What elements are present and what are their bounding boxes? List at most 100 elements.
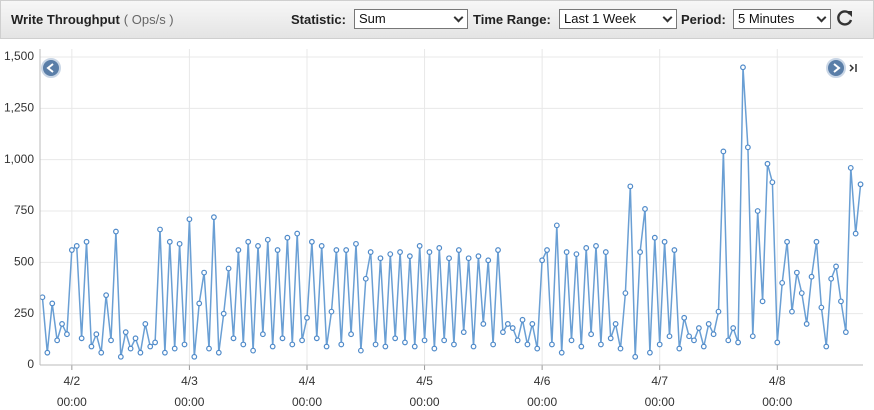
point [191,353,198,360]
point [740,64,746,71]
end-button[interactable] [849,64,857,72]
point [54,337,61,344]
point [83,238,90,245]
point [607,335,614,342]
point [700,343,707,350]
period-select[interactable]: 5 Minutes [733,9,831,29]
point [563,249,570,255]
point [441,337,448,344]
point [377,255,384,262]
statistic-select[interactable]: Sum [354,9,468,29]
point [666,333,673,340]
point [196,300,203,307]
time-range-select[interactable]: Last 1 Week [559,9,677,29]
point [299,337,305,344]
point [343,247,350,253]
point [730,325,737,331]
point [186,216,193,223]
point [269,343,276,350]
point [294,230,301,237]
y-tick-label: 1,500 [4,49,34,63]
refresh-button[interactable] [835,8,855,28]
point [553,222,560,229]
point [455,247,462,253]
point [573,251,580,258]
point [534,345,541,352]
point [759,298,766,305]
title-text: Write Throughput [11,12,120,27]
point [308,238,315,245]
point [44,349,51,356]
point [754,208,761,214]
point [152,339,159,346]
point [539,257,546,264]
point [842,329,849,336]
point [549,341,555,348]
point [838,298,844,305]
point [627,183,634,190]
point [480,321,487,327]
y-tick-label: 1,250 [4,101,34,115]
point [362,275,369,282]
point [279,335,286,342]
point [353,240,359,247]
point [725,337,732,344]
point [676,345,683,352]
point [426,249,433,255]
y-tick-label: 500 [14,255,34,269]
point [852,230,859,237]
point [833,263,839,270]
point [166,238,173,245]
point [372,341,379,348]
point [451,341,457,348]
point [749,333,756,340]
point [73,243,80,249]
x-tick-label: 4/5 [416,374,433,388]
y-tick-label: 250 [14,306,34,320]
point [593,243,599,249]
prev-button[interactable] [41,58,61,78]
x-tick-label: 00:00 [645,395,675,409]
point [632,353,639,360]
series-line [41,67,862,357]
x-tick-label: 00:00 [57,395,87,409]
point [691,337,697,344]
point [847,164,854,171]
point [147,343,154,350]
point [264,236,271,243]
point [98,349,105,356]
point [803,321,810,327]
point [705,321,712,327]
point [250,347,256,354]
next-button[interactable] [826,58,846,78]
point [686,333,692,340]
point [289,341,296,348]
point [789,308,795,315]
point [318,243,325,249]
point [64,331,70,338]
point [715,308,722,315]
point [588,331,595,338]
point [446,255,452,262]
point [201,269,208,276]
point [220,310,227,317]
point [774,339,781,346]
point [206,345,212,352]
point [392,335,399,342]
point [313,335,320,342]
x-tick-label: 00:00 [292,395,322,409]
y-tick-label: 0 [27,357,34,371]
point [176,240,183,247]
point [113,228,119,235]
point [524,341,531,348]
point [544,247,550,253]
plot [39,64,864,360]
point [647,349,653,356]
point [598,341,604,348]
point [397,249,403,255]
y-tick-label: 1,000 [4,152,34,166]
point [284,234,291,241]
statistic-label: Statistic: [291,12,346,27]
point [637,249,644,255]
